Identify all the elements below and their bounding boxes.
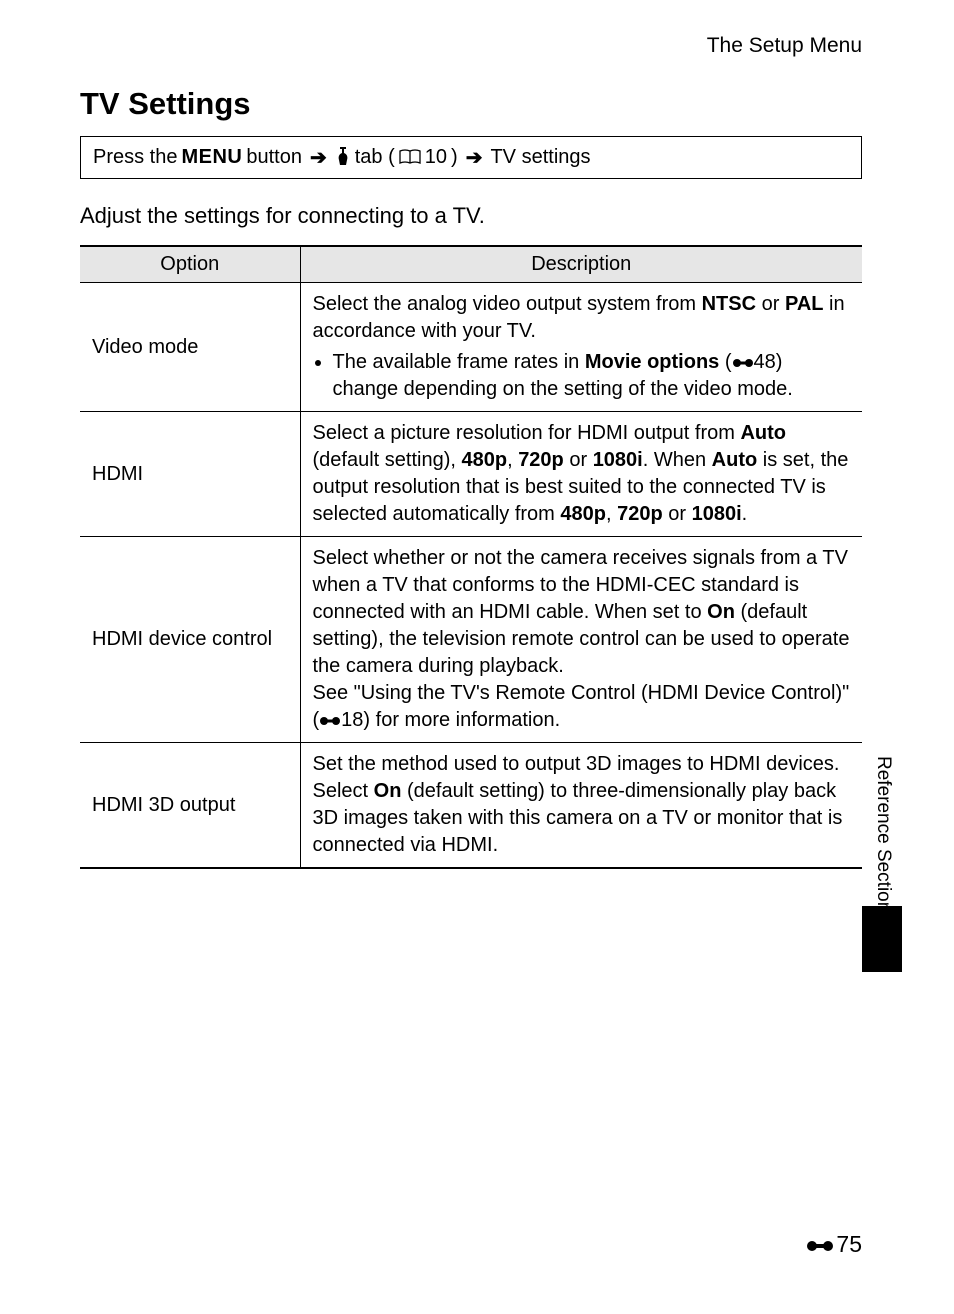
manual-page: The Setup Menu TV Settings Press the MEN… xyxy=(0,0,954,1314)
desc-text: , xyxy=(606,503,617,525)
col-header-option: Option xyxy=(80,246,300,283)
desc-bold: Auto xyxy=(712,449,758,471)
table-row: HDMI 3D output Set the method used to ou… xyxy=(80,743,862,869)
desc-bold: Movie options xyxy=(585,351,719,373)
option-cell: HDMI 3D output xyxy=(80,743,300,869)
desc-text: ( xyxy=(725,351,732,373)
desc-text: The available frame rates in xyxy=(333,351,585,373)
desc-bold: 1080i xyxy=(593,449,643,471)
page-number: 75 xyxy=(836,1231,862,1258)
wrench-icon xyxy=(335,146,351,170)
nav-text: tab ( xyxy=(355,146,395,169)
desc-text: or xyxy=(663,503,692,525)
page-footer: 75 xyxy=(806,1231,862,1258)
option-cell: Video mode xyxy=(80,283,300,412)
desc-bold: On xyxy=(374,780,402,802)
desc-bold: PAL xyxy=(785,293,824,315)
nav-text: Press the xyxy=(93,146,177,169)
intro-text: Adjust the settings for connecting to a … xyxy=(80,203,862,229)
desc-bold: Auto xyxy=(740,422,786,444)
desc-text: Select the analog video output system fr… xyxy=(313,293,702,315)
desc-text: or xyxy=(756,293,785,315)
settings-table: Option Description Video mode Select the… xyxy=(80,245,862,869)
reference-icon xyxy=(319,709,341,731)
reference-icon xyxy=(732,351,754,373)
ref-number: 48 xyxy=(754,351,776,373)
table-header-row: Option Description xyxy=(80,246,862,283)
section-title: TV Settings xyxy=(80,86,862,122)
table-row: Video mode Select the analog video outpu… xyxy=(80,283,862,412)
desc-bold: On xyxy=(707,601,735,623)
book-icon xyxy=(399,146,421,169)
desc-text: (default setting), xyxy=(313,449,462,471)
desc-text: , xyxy=(507,449,518,471)
option-cell: HDMI device control xyxy=(80,537,300,743)
nav-page-ref: 10 xyxy=(425,146,447,169)
description-cell: Set the method used to output 3D images … xyxy=(300,743,862,869)
running-head: The Setup Menu xyxy=(80,34,862,58)
desc-text: or xyxy=(564,449,593,471)
arrow-icon: ➔ xyxy=(310,145,327,170)
description-cell: Select the analog video output system fr… xyxy=(300,283,862,412)
desc-bold: 720p xyxy=(518,449,564,471)
table-row: HDMI Select a picture resolution for HDM… xyxy=(80,412,862,537)
bullet-item: The available frame rates in Movie optio… xyxy=(333,349,851,403)
bullet-list: The available frame rates in Movie optio… xyxy=(313,349,851,403)
side-tab-label: Reference Section xyxy=(862,750,894,912)
desc-bold: 1080i xyxy=(692,503,742,525)
desc-text: . When xyxy=(643,449,712,471)
table-row: HDMI device control Select whether or no… xyxy=(80,537,862,743)
nav-text: TV settings xyxy=(490,146,590,169)
nav-text: button xyxy=(246,146,302,169)
desc-text: Select a picture resolution for HDMI out… xyxy=(313,422,741,444)
desc-bold: 480p xyxy=(560,503,606,525)
desc-bold: NTSC xyxy=(702,293,756,315)
menu-button-label: MENU xyxy=(181,146,242,169)
description-cell: Select whether or not the camera receive… xyxy=(300,537,862,743)
col-header-description: Description xyxy=(300,246,862,283)
desc-text: . xyxy=(742,503,748,525)
reference-icon xyxy=(806,1231,834,1258)
desc-text: ) for more information. xyxy=(363,709,560,731)
nav-text: ) xyxy=(451,146,458,169)
option-cell: HDMI xyxy=(80,412,300,537)
side-tab-marker xyxy=(862,906,902,972)
ref-number: 18 xyxy=(341,709,363,731)
navigation-path-box: Press the MENU button ➔ tab ( 10) ➔ TV s… xyxy=(80,136,862,179)
arrow-icon: ➔ xyxy=(466,145,483,170)
desc-bold: 720p xyxy=(617,503,663,525)
desc-bold: 480p xyxy=(461,449,507,471)
description-cell: Select a picture resolution for HDMI out… xyxy=(300,412,862,537)
